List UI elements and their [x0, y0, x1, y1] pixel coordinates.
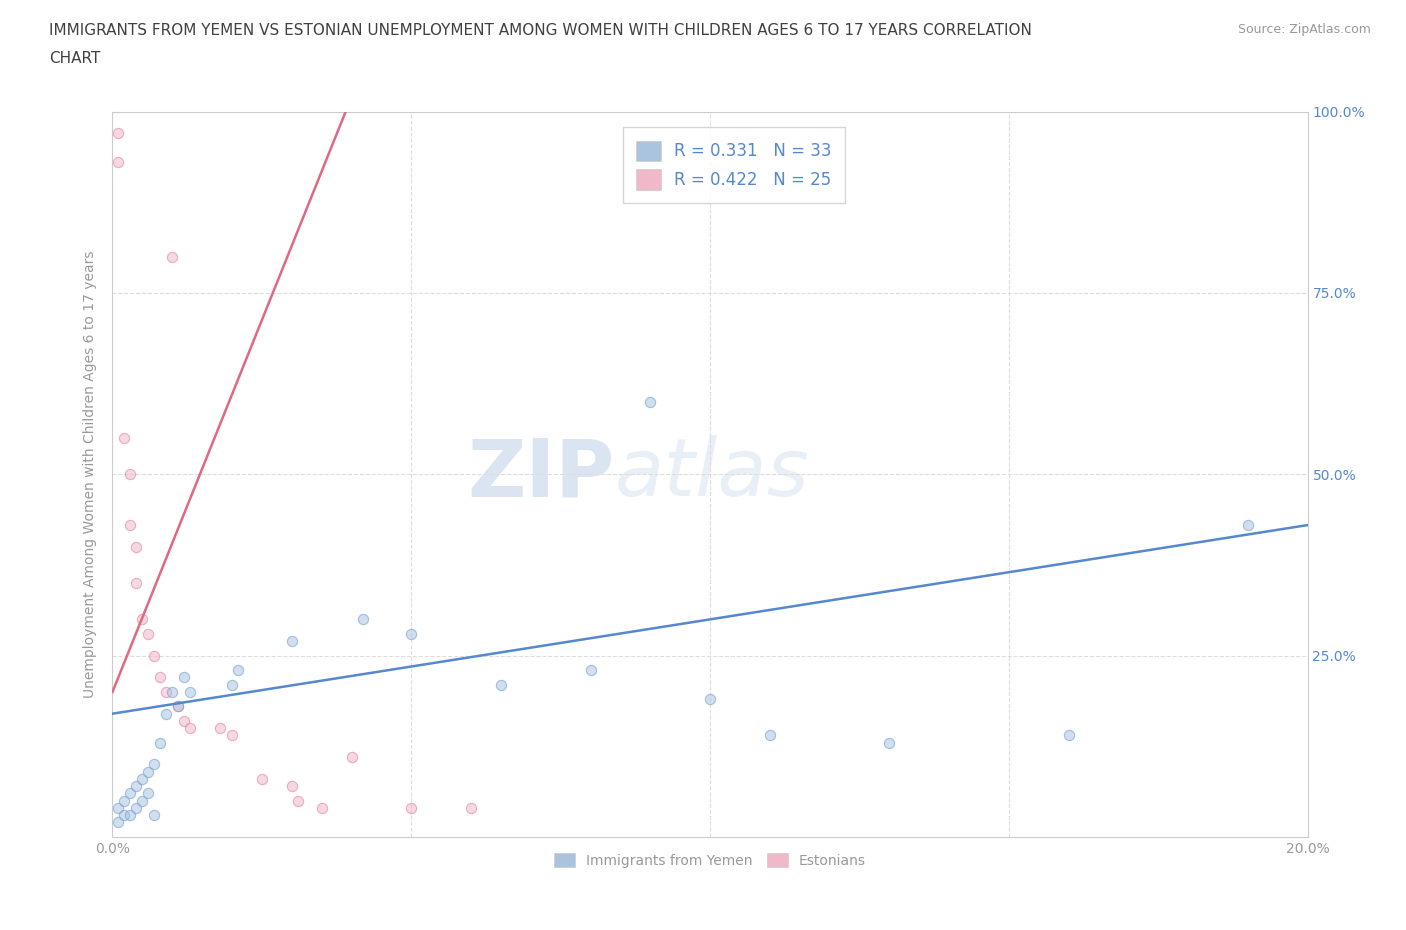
Point: [120, 808, 142, 823]
Point: [226, 663, 249, 678]
Point: [401, 627, 423, 642]
Point: [167, 699, 190, 714]
Point: [131, 772, 153, 787]
Point: [759, 728, 782, 743]
Text: atlas: atlas: [614, 435, 810, 513]
Point: [311, 801, 333, 816]
Point: [353, 612, 375, 627]
Point: [131, 793, 153, 808]
Point: [250, 772, 273, 787]
Point: [138, 627, 160, 642]
Point: [107, 801, 129, 816]
Point: [138, 764, 160, 779]
Point: [281, 633, 304, 648]
Point: [143, 757, 166, 772]
Point: [1057, 728, 1080, 743]
Point: [114, 431, 135, 445]
Point: [120, 518, 142, 533]
Point: [120, 467, 142, 482]
Point: [125, 778, 148, 793]
Point: [281, 778, 304, 793]
Point: [131, 612, 153, 627]
Point: [120, 786, 142, 801]
Point: [460, 801, 482, 816]
Point: [155, 706, 177, 721]
Point: [209, 721, 232, 736]
Text: IMMIGRANTS FROM YEMEN VS ESTONIAN UNEMPLOYMENT AMONG WOMEN WITH CHILDREN AGES 6 : IMMIGRANTS FROM YEMEN VS ESTONIAN UNEMPL…: [49, 23, 1032, 38]
Point: [162, 249, 183, 264]
Point: [107, 126, 129, 140]
Point: [579, 663, 602, 678]
Point: [138, 786, 160, 801]
Point: [173, 713, 195, 728]
Point: [221, 677, 243, 692]
Legend: Immigrants from Yemen, Estonians: Immigrants from Yemen, Estonians: [548, 847, 872, 873]
Point: [401, 801, 423, 816]
Point: [173, 670, 195, 684]
Point: [125, 539, 148, 554]
Text: CHART: CHART: [49, 51, 101, 66]
Point: [143, 648, 166, 663]
Point: [114, 793, 135, 808]
Point: [167, 699, 190, 714]
Point: [125, 576, 148, 591]
Point: [162, 684, 183, 699]
Point: [340, 750, 363, 764]
Point: [489, 677, 512, 692]
Point: [143, 808, 166, 823]
Point: [155, 684, 177, 699]
Text: Source: ZipAtlas.com: Source: ZipAtlas.com: [1237, 23, 1371, 36]
Point: [149, 736, 172, 751]
Y-axis label: Unemployment Among Women with Children Ages 6 to 17 years: Unemployment Among Women with Children A…: [83, 250, 97, 698]
Point: [179, 721, 201, 736]
Point: [699, 692, 721, 707]
Point: [1237, 518, 1260, 533]
Point: [114, 808, 135, 823]
Point: [107, 155, 129, 170]
Point: [221, 728, 243, 743]
Text: ZIP: ZIP: [467, 435, 614, 513]
Point: [879, 736, 901, 751]
Point: [125, 801, 148, 816]
Point: [640, 394, 662, 409]
Point: [107, 815, 129, 830]
Point: [149, 670, 172, 684]
Point: [179, 684, 201, 699]
Point: [287, 793, 309, 808]
